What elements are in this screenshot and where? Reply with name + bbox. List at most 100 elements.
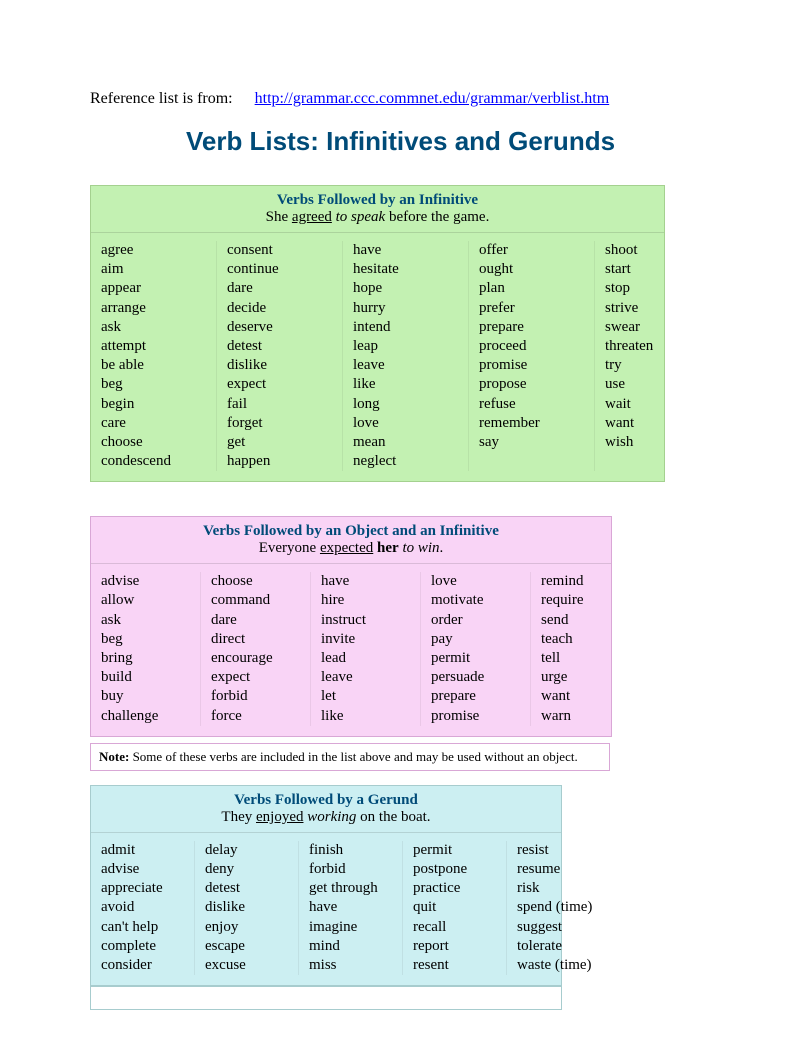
verb-word: bring (101, 649, 193, 668)
verb-column: shootstartstopstriveswearthreatentryusew… (594, 241, 720, 471)
verb-word: start (605, 260, 713, 279)
verb-word: say (479, 433, 587, 452)
spacer (90, 496, 711, 516)
section-example: They enjoyed working on the boat. (221, 809, 430, 825)
verb-word: build (101, 668, 193, 687)
reference-link[interactable]: http://grammar.ccc.commnet.edu/grammar/v… (255, 90, 610, 107)
section-heading: Verbs Followed by an Infinitive (95, 192, 660, 209)
verb-word: have (309, 898, 395, 917)
section-footer-strip (90, 986, 562, 1010)
verb-word: appreciate (101, 879, 187, 898)
verb-word: warn (541, 707, 633, 726)
verb-word: beg (101, 630, 193, 649)
verb-word: use (605, 375, 713, 394)
verb-word: escape (205, 937, 291, 956)
verb-word: persuade (431, 668, 523, 687)
verb-word: happen (227, 452, 335, 471)
verb-word: long (353, 395, 461, 414)
verb-word: hope (353, 279, 461, 298)
verb-word: forbid (211, 687, 303, 706)
example-underlined: agreed (292, 209, 332, 225)
verb-word: deny (205, 860, 291, 879)
verb-word: detest (205, 879, 291, 898)
verb-word: refuse (479, 395, 587, 414)
verb-word: condescend (101, 452, 209, 471)
example-italic: working (303, 809, 356, 825)
verb-word: resist (517, 841, 603, 860)
verb-columns: adviseallowaskbegbringbuildbuychallengec… (91, 564, 611, 736)
verb-word: mind (309, 937, 395, 956)
verb-word: urge (541, 668, 633, 687)
verb-column: resistresumeriskspend (time)suggesttoler… (506, 841, 610, 975)
verb-word: dislike (227, 356, 335, 375)
verb-word: deserve (227, 318, 335, 337)
verb-word: care (101, 414, 209, 433)
verb-word: detest (227, 337, 335, 356)
section-example: She agreed to speak before the game. (266, 209, 490, 225)
verb-column: adviseallowaskbegbringbuildbuychallenge (101, 572, 200, 726)
verb-word: imagine (309, 918, 395, 937)
verb-word: ask (101, 611, 193, 630)
verb-word: let (321, 687, 413, 706)
verb-column: offeroughtplanpreferprepareproceedpromis… (468, 241, 594, 471)
verb-word: tell (541, 649, 633, 668)
verb-word: leap (353, 337, 461, 356)
verb-word: risk (517, 879, 603, 898)
verb-word: promise (479, 356, 587, 375)
section-header: Verbs Followed by an Object and an Infin… (91, 517, 611, 564)
verb-word: spend (time) (517, 898, 603, 917)
example-text: They (221, 809, 256, 825)
verb-word: beg (101, 375, 209, 394)
verb-word: lead (321, 649, 413, 668)
example-text: . (440, 540, 444, 556)
example-bold: her (373, 540, 398, 556)
verb-word: have (321, 572, 413, 591)
note-box: Note: Some of these verbs are included i… (90, 743, 610, 771)
section-object-infinitive: Verbs Followed by an Object and an Infin… (90, 516, 612, 737)
verb-word: suggest (517, 918, 603, 937)
verb-word: remind (541, 572, 633, 591)
verb-word: avoid (101, 898, 187, 917)
example-italic: to win (399, 540, 440, 556)
verb-word: get (227, 433, 335, 452)
verb-word: recall (413, 918, 499, 937)
section-infinitive: Verbs Followed by an Infinitive She agre… (90, 185, 665, 482)
section-heading: Verbs Followed by a Gerund (95, 792, 557, 809)
verb-word: like (353, 375, 461, 394)
section-gerund: Verbs Followed by a Gerund They enjoyed … (90, 785, 562, 986)
verb-word: excuse (205, 956, 291, 975)
verb-word: appear (101, 279, 209, 298)
verb-word: dare (227, 279, 335, 298)
verb-word: hurry (353, 299, 461, 318)
verb-word: teach (541, 630, 633, 649)
section-header: Verbs Followed by an Infinitive She agre… (91, 186, 664, 233)
verb-word: continue (227, 260, 335, 279)
verb-word: dislike (205, 898, 291, 917)
verb-word: forbid (309, 860, 395, 879)
example-text: Everyone (259, 540, 320, 556)
verb-word: try (605, 356, 713, 375)
verb-word: ask (101, 318, 209, 337)
verb-word: hesitate (353, 260, 461, 279)
verb-word: begin (101, 395, 209, 414)
verb-word: swear (605, 318, 713, 337)
verb-word: postpone (413, 860, 499, 879)
verb-word: advise (101, 860, 187, 879)
verb-word: report (413, 937, 499, 956)
section-header: Verbs Followed by a Gerund They enjoyed … (91, 786, 561, 833)
verb-word: neglect (353, 452, 461, 471)
verb-word: admit (101, 841, 187, 860)
verb-word: waste (time) (517, 956, 603, 975)
verb-word: pay (431, 630, 523, 649)
verb-word: send (541, 611, 633, 630)
reference-label: Reference list is from: (90, 90, 233, 107)
note-text: Some of these verbs are included in the … (129, 749, 577, 764)
note-label: Note: (99, 749, 129, 764)
verb-word: enjoy (205, 918, 291, 937)
verb-word: shoot (605, 241, 713, 260)
verb-word: hire (321, 591, 413, 610)
verb-word: permit (431, 649, 523, 668)
verb-word: ought (479, 260, 587, 279)
verb-word: instruct (321, 611, 413, 630)
verb-word: prepare (431, 687, 523, 706)
